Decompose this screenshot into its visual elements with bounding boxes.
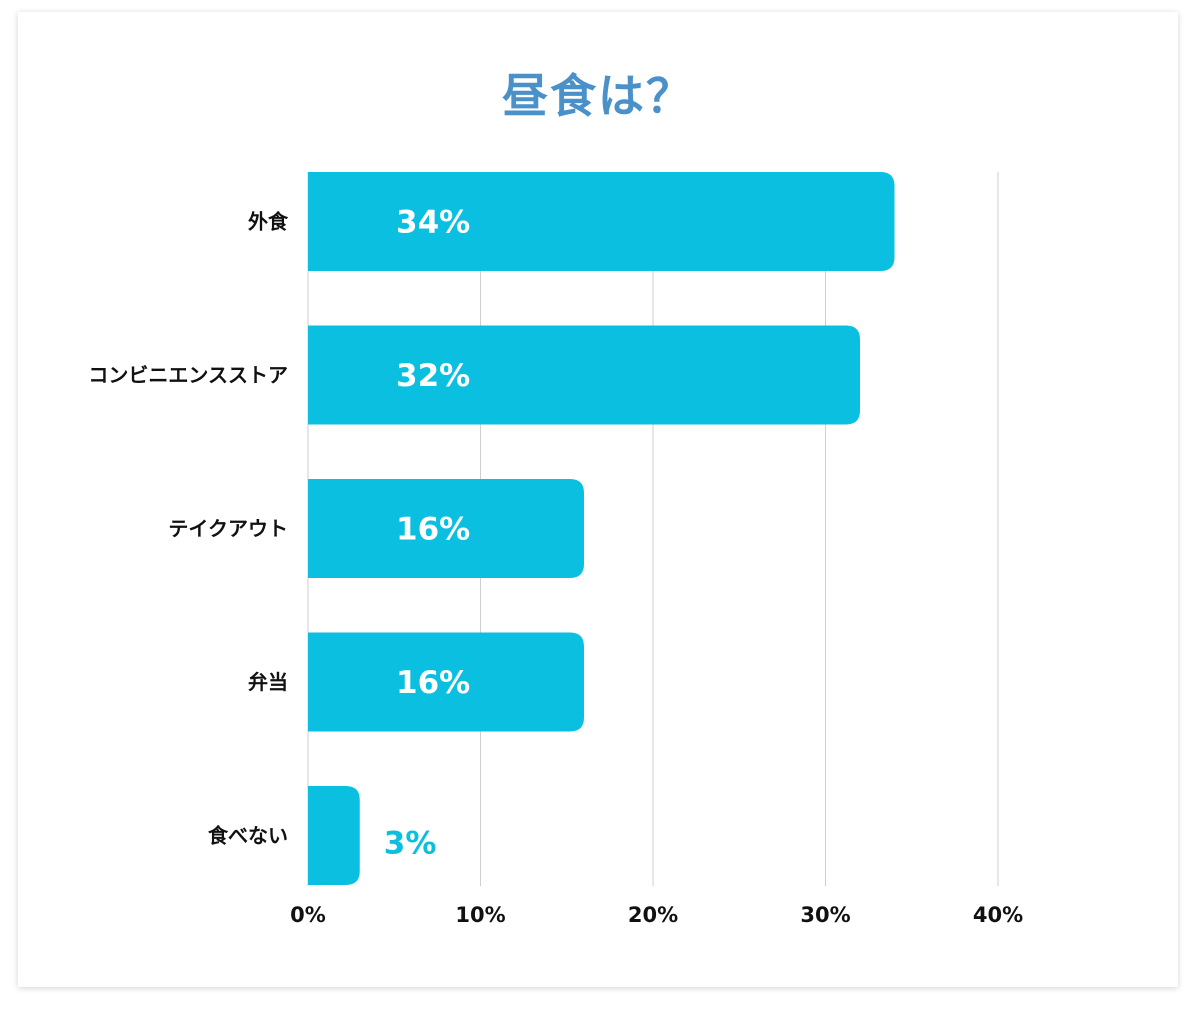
bar-2 [308,479,584,578]
value-label: 16% [396,665,470,701]
bar-3 [308,632,584,732]
value-label: 34% [396,205,470,241]
category-label: テイクアウト [168,517,288,541]
value-label: 32% [396,358,470,394]
value-label: 3% [384,826,437,862]
value-label: 16% [396,512,470,548]
bar-1 [308,325,860,425]
x-tick-label: 0% [290,903,326,927]
category-label: 食べない [208,824,288,848]
x-tick-label: 30% [800,903,850,927]
label-layer: 外食 34% コンビニエンスストア 32% テイクアウト 16% 弁当 16% 食べない 3% [88,205,470,862]
bar-layer [308,172,895,885]
bar-0 [308,172,895,271]
chart-title: 昼食は？ [502,69,694,123]
bar-4 [308,786,360,885]
x-tick-label: 20% [628,903,678,927]
x-axis-ticks: 0% 10% 20% 30% 40% [290,903,1023,927]
x-tick-label: 10% [455,903,505,927]
x-tick-label: 40% [973,903,1023,927]
category-label: 弁当 [248,670,288,694]
category-label: コンビニエンスストア [88,363,288,387]
category-label: 外食 [248,210,289,234]
